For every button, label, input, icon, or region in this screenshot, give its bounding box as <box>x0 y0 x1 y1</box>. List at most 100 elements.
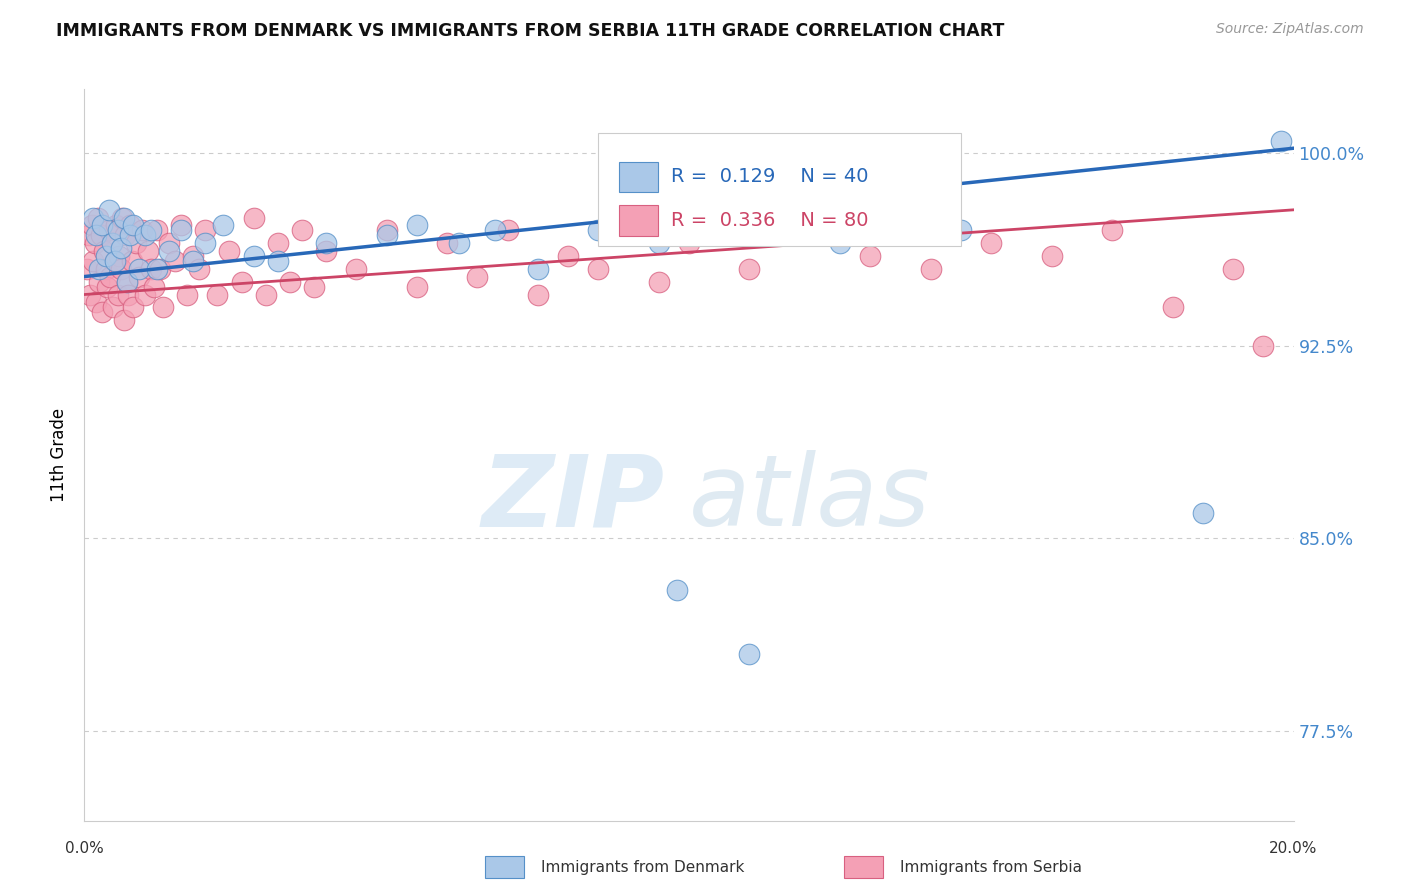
Point <box>80 218 103 232</box>
Point <box>181 249 204 263</box>
Point <box>980 236 1002 251</box>
Point <box>86 295 108 310</box>
Point <box>1040 249 1063 263</box>
Point <box>830 236 852 251</box>
Point <box>799 223 821 237</box>
Point <box>134 228 156 243</box>
Text: ZIP: ZIP <box>482 450 665 548</box>
Point <box>176 287 198 301</box>
Point <box>136 244 159 258</box>
Point <box>496 223 519 237</box>
Point <box>1101 223 1123 237</box>
Point <box>1270 134 1292 148</box>
Point <box>134 287 156 301</box>
Point <box>648 236 671 251</box>
Text: atlas: atlas <box>689 450 931 548</box>
Point <box>1222 261 1244 276</box>
Point <box>152 301 174 315</box>
Point <box>242 211 264 225</box>
Point <box>104 254 127 268</box>
Point <box>738 647 761 661</box>
Point <box>665 582 688 597</box>
Point <box>112 211 135 225</box>
Point <box>527 287 550 301</box>
Text: IMMIGRANTS FROM DENMARK VS IMMIGRANTS FROM SERBIA 11TH GRADE CORRELATION CHART: IMMIGRANTS FROM DENMARK VS IMMIGRANTS FR… <box>56 22 1005 40</box>
Text: Immigrants from Serbia: Immigrants from Serbia <box>900 860 1081 874</box>
Point <box>254 287 277 301</box>
Point <box>557 249 579 263</box>
Point <box>267 254 290 268</box>
FancyBboxPatch shape <box>599 133 962 246</box>
Point <box>181 254 204 268</box>
Point <box>436 236 458 251</box>
Point <box>146 261 169 276</box>
Point <box>104 254 127 268</box>
Point <box>108 249 131 263</box>
Point <box>125 236 148 251</box>
Point <box>449 236 471 251</box>
Point <box>139 223 162 237</box>
Point <box>375 228 398 243</box>
Point <box>194 236 217 251</box>
Point <box>188 261 211 276</box>
Point <box>242 249 264 263</box>
Point <box>231 275 253 289</box>
Point <box>267 236 290 251</box>
Point <box>121 254 143 268</box>
Point <box>1161 301 1184 315</box>
Point <box>86 211 108 225</box>
Text: Immigrants from Denmark: Immigrants from Denmark <box>541 860 745 874</box>
Point <box>142 280 165 294</box>
Point <box>76 261 98 276</box>
Point <box>467 269 489 284</box>
Point <box>118 228 141 243</box>
Point <box>165 254 187 268</box>
Point <box>315 236 337 251</box>
Point <box>90 228 112 243</box>
Point <box>100 236 122 251</box>
Point <box>100 236 122 251</box>
Point <box>527 261 550 276</box>
Point <box>194 223 217 237</box>
Point <box>117 287 139 301</box>
Point <box>950 223 973 237</box>
Point <box>484 223 506 237</box>
Point <box>110 261 132 276</box>
Point <box>212 218 235 232</box>
Point <box>89 275 111 289</box>
Point <box>107 287 129 301</box>
Point <box>104 218 127 232</box>
Point <box>157 244 180 258</box>
Point <box>115 275 138 289</box>
Point <box>103 301 125 315</box>
Point <box>118 218 141 232</box>
Y-axis label: 11th Grade: 11th Grade <box>51 408 69 502</box>
Text: 0.0%: 0.0% <box>65 841 104 856</box>
Point <box>77 228 100 243</box>
Point <box>617 211 640 225</box>
Point <box>149 261 172 276</box>
Point <box>110 241 132 255</box>
Point <box>107 223 129 237</box>
Point <box>94 261 117 276</box>
Point <box>346 261 368 276</box>
Point <box>91 305 114 319</box>
Point <box>97 202 120 217</box>
Point <box>97 223 120 237</box>
Point <box>128 269 150 284</box>
Point <box>920 228 942 243</box>
Point <box>375 223 398 237</box>
Point <box>115 275 138 289</box>
Point <box>131 223 153 237</box>
Point <box>89 261 111 276</box>
Point <box>91 218 114 232</box>
Point <box>218 244 240 258</box>
Point <box>207 287 229 301</box>
Point <box>146 223 169 237</box>
Point <box>588 223 610 237</box>
Text: Source: ZipAtlas.com: Source: ZipAtlas.com <box>1216 22 1364 37</box>
Point <box>302 280 325 294</box>
Point <box>859 249 882 263</box>
Text: R =  0.336    N = 80: R = 0.336 N = 80 <box>671 211 869 230</box>
Point <box>121 218 143 232</box>
